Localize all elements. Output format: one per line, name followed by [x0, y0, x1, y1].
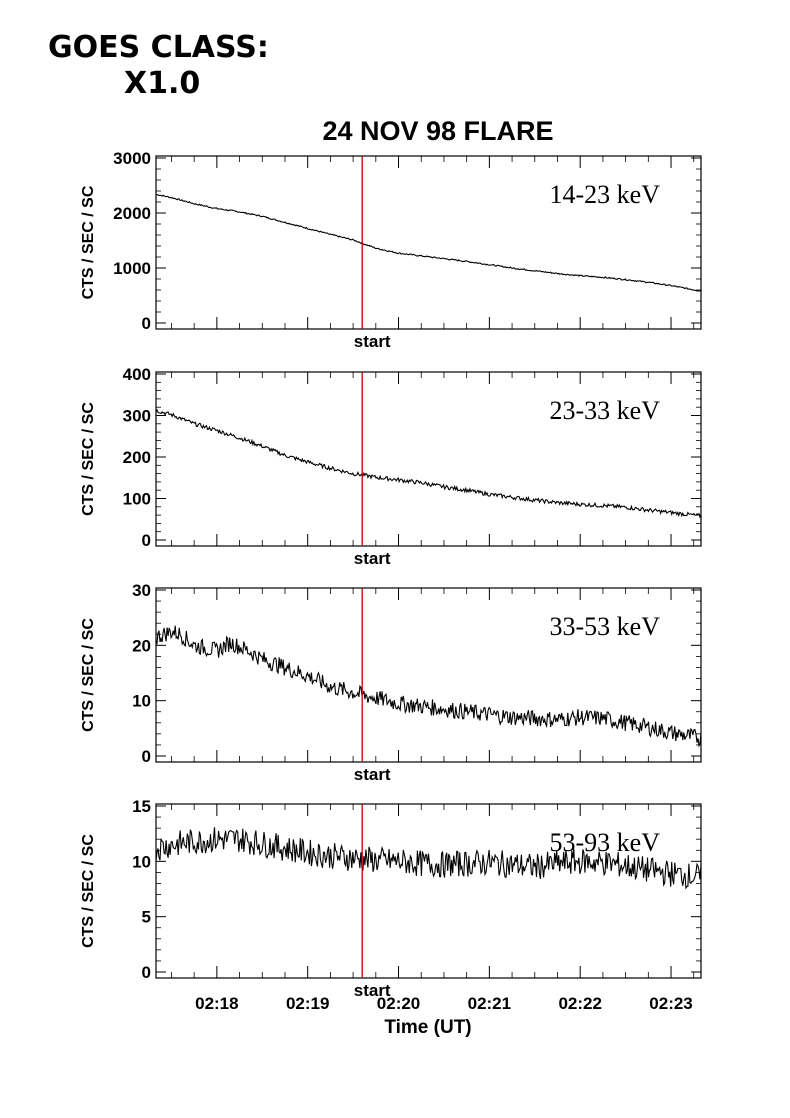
y-axis-title: CTS / SEC / SC: [80, 402, 97, 516]
start-label: start: [354, 765, 391, 784]
goes-class-label: GOES CLASS: X1.0: [48, 30, 269, 102]
x-tick-label: 02:22: [558, 994, 601, 1013]
y-tick-label: 0: [142, 747, 151, 766]
plot-frame: [155, 803, 702, 979]
panel-4: 0 5 10 15 CTS / SEC / SC 53-93 keV start: [80, 797, 702, 1000]
y-tick-label: 3000: [113, 149, 151, 168]
start-label: start: [354, 549, 391, 568]
y-tick-label: 100: [123, 490, 151, 509]
x-tick-label: 02:20: [377, 994, 420, 1013]
y-tick-label: 15: [132, 797, 151, 816]
y-tick-label: 2000: [113, 204, 151, 223]
x-tick-label: 02:21: [468, 994, 511, 1013]
goes-class-value: X1.0: [124, 66, 201, 101]
plot-frame: [155, 155, 702, 330]
band-label: 14-23 keV: [550, 180, 661, 209]
band-label: 33-53 keV: [550, 612, 661, 641]
y-tick-label: 200: [123, 448, 151, 467]
chart-title: 24 NOV 98 FLARE: [322, 116, 553, 146]
panel-2: 0 100 200 300 400 CTS / SEC / SC 23-33 keV star…: [80, 365, 702, 568]
x-tick-label: 02:18: [195, 994, 238, 1013]
y-axis-title: CTS / SEC / SC: [80, 618, 97, 732]
band-label: 53-93 keV: [550, 828, 661, 857]
plot-frame: [155, 371, 702, 547]
y-tick-label: 0: [142, 963, 151, 982]
series-line-1: [155, 625, 702, 748]
x-tick-label: 02:19: [286, 994, 329, 1013]
panel-1: 0 1000 2000 3000 CTS / SEC / SC 14-23 keV star…: [80, 149, 702, 351]
y-tick-label: 5: [142, 908, 151, 927]
start-label: start: [354, 981, 391, 1000]
start-label: start: [354, 332, 391, 351]
band-label: 23-33 keV: [550, 396, 661, 425]
x-axis-title: Time (UT): [384, 1017, 471, 1038]
y-axis-title: CTS / SEC / SC: [80, 834, 97, 948]
series-line-1: [155, 827, 702, 890]
y-tick-label: 30: [132, 581, 151, 600]
y-tick-label: 400: [123, 365, 151, 384]
plot-frame: [155, 587, 702, 763]
series-line-1: [155, 408, 702, 519]
y-tick-label: 10: [132, 692, 151, 711]
panel-3: 0 10 20 30 CTS / SEC / SC 33-53 keV start: [80, 581, 702, 784]
y-tick-label: 10: [132, 852, 151, 871]
y-tick-label: 0: [142, 531, 151, 550]
y-tick-label: 0: [142, 314, 151, 333]
y-axis-title: CTS / SEC / SC: [80, 185, 97, 299]
y-tick-label: 300: [123, 407, 151, 426]
goes-class-title: GOES CLASS:: [48, 30, 269, 65]
y-tick-label: 1000: [113, 259, 151, 278]
y-tick-label: 20: [132, 636, 151, 655]
series-line-1: [155, 193, 702, 292]
x-tick-label: 02:23: [649, 994, 692, 1013]
